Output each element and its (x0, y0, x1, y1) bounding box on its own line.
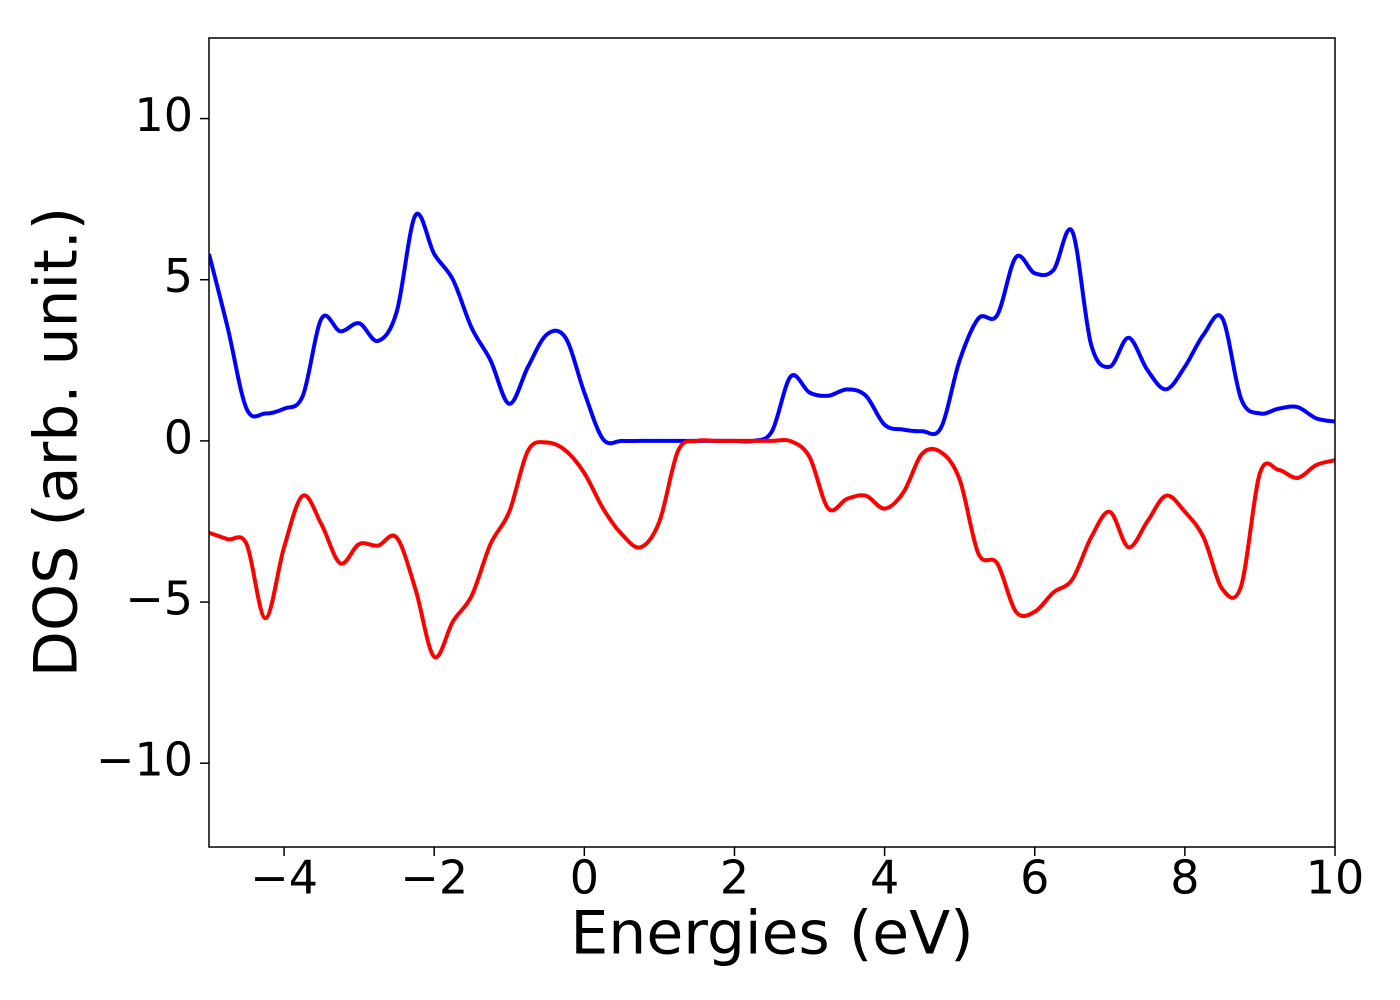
y-tick-label: 10 (134, 88, 193, 142)
x-tick-label: 0 (570, 851, 599, 905)
y-axis-label: DOS (arb. unit.) (22, 207, 92, 677)
x-tick-label: 10 (1306, 851, 1365, 905)
x-tick-label: 2 (720, 851, 749, 905)
y-tick-label: −10 (96, 733, 193, 787)
dos-line (209, 211, 1335, 446)
x-axis-label: Energies (eV) (570, 899, 973, 969)
dos-line (209, 437, 1335, 660)
x-tick-label: −2 (400, 851, 468, 905)
y-tick-label: −5 (125, 572, 193, 626)
y-tick-label: 5 (164, 249, 193, 303)
x-tick-label: 8 (1170, 851, 1199, 905)
x-tick-label: 4 (870, 851, 899, 905)
x-tick-label: −4 (250, 851, 318, 905)
x-tick-label: 6 (1020, 851, 1049, 905)
y-tick-label: 0 (164, 410, 193, 464)
plot-frame (208, 37, 1336, 848)
